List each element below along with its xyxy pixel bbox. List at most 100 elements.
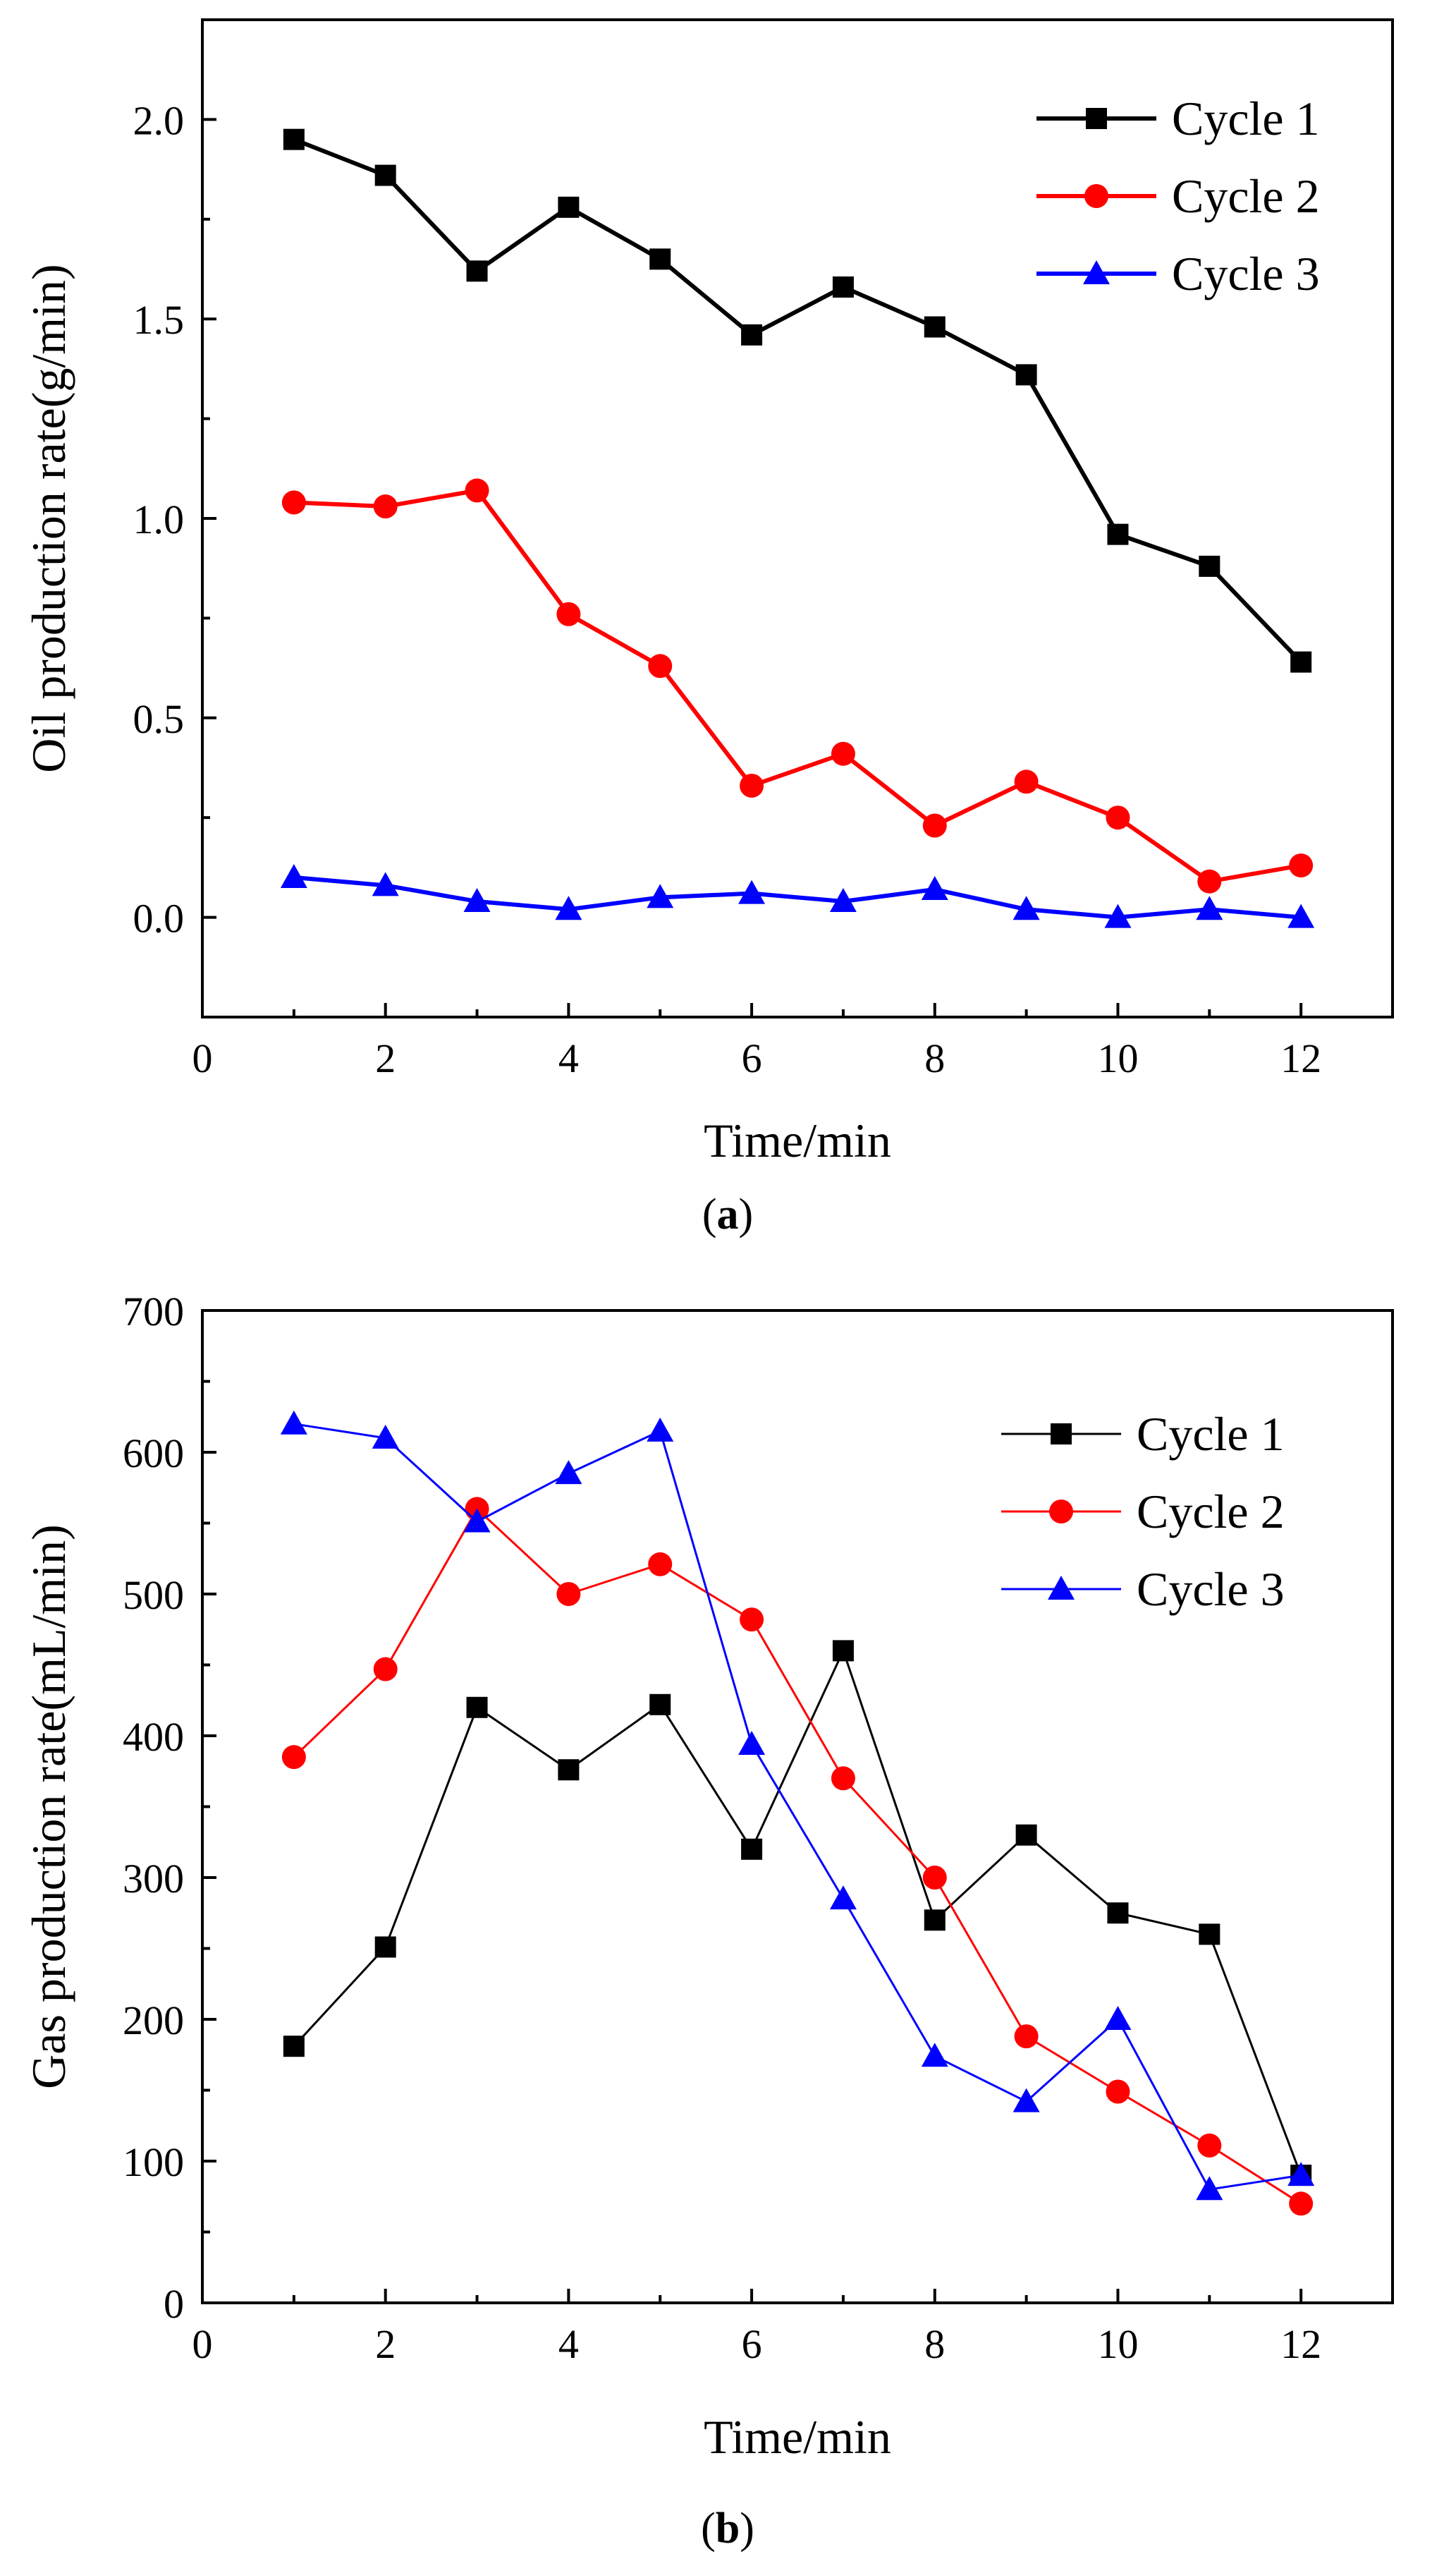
data-point — [738, 1731, 766, 1756]
chart-b-series-cycle-3-line — [293, 1423, 1302, 2191]
data-point — [1197, 869, 1222, 894]
data-point — [1287, 904, 1315, 928]
chart-b-legend-entry: Cycle 2 — [1001, 1485, 1285, 1538]
data-point — [558, 196, 580, 218]
data-point — [374, 164, 396, 186]
chart-a-series-cycle-3-line — [293, 875, 1302, 920]
legend-marker — [1051, 1423, 1072, 1444]
data-point — [1013, 2088, 1040, 2112]
y-tick-label: 400 — [123, 1714, 184, 1760]
chart-b-legend-entry: Cycle 1 — [1001, 1407, 1285, 1461]
x-tick-label: 2 — [375, 1035, 396, 1081]
data-point — [740, 1607, 764, 1632]
data-point — [1014, 2024, 1039, 2049]
data-point — [373, 1657, 398, 1681]
legend-marker — [1086, 108, 1107, 129]
x-tick-label: 10 — [1097, 2321, 1138, 2367]
data-point — [829, 1885, 857, 1910]
legend-label: Cycle 1 — [1172, 92, 1320, 145]
data-point — [648, 1552, 673, 1576]
chart-b-y-ticks: 0 100 200 300 400 500 600 700 — [123, 1289, 216, 2327]
data-point — [1015, 1824, 1037, 1846]
chart-a-series-cycle-1-line — [293, 137, 1303, 664]
data-point — [1199, 1923, 1221, 1945]
chart-a-caption: (a) — [702, 1191, 753, 1239]
data-point — [1107, 1902, 1129, 1924]
y-tick-label: 0 — [164, 2281, 184, 2327]
data-point — [832, 276, 854, 298]
data-point — [558, 1759, 580, 1781]
data-point — [372, 1424, 399, 1449]
data-point — [924, 1909, 946, 1931]
data-point — [921, 876, 948, 901]
chart-b-series-cycle-2-line — [293, 1507, 1302, 2205]
data-point — [1196, 896, 1223, 920]
chart-b-legend-entry: Cycle 3 — [1001, 1562, 1285, 1616]
data-point — [832, 1640, 854, 1662]
data-point — [1013, 896, 1040, 920]
data-point — [1106, 805, 1130, 830]
data-point — [1199, 555, 1221, 577]
data-point — [465, 478, 489, 503]
data-point — [1289, 853, 1314, 878]
data-point — [1104, 904, 1132, 928]
data-point — [373, 494, 398, 519]
data-point — [831, 741, 855, 766]
data-point — [463, 1508, 491, 1533]
x-tick-label: 4 — [558, 1035, 579, 1081]
data-point — [1107, 523, 1129, 545]
legend-label: Cycle 3 — [1137, 1562, 1285, 1616]
legend-marker — [1048, 1576, 1075, 1600]
y-tick-label: 500 — [123, 1572, 184, 1618]
data-point — [922, 1866, 947, 1890]
gas-production-chart: 0 2 4 6 8 10 12 0 100 200 300 400 500 600 700 Time/min G… — [22, 1289, 1394, 2553]
y-tick-label: 1.0 — [133, 497, 185, 542]
chart-a-series-cycle-3 — [280, 864, 1315, 928]
x-tick-label: 0 — [192, 1035, 213, 1081]
x-tick-label: 12 — [1280, 2321, 1321, 2367]
chart-a-x-axis-title: Time/min — [704, 1114, 891, 1167]
chart-b-x-ticks: 0 2 4 6 8 10 12 — [192, 2289, 1321, 2367]
data-point — [463, 887, 491, 912]
chart-b-series-cycle-1 — [283, 1640, 1312, 2186]
y-tick-label: 1.5 — [133, 297, 185, 343]
data-point — [556, 1582, 581, 1606]
chart-a-series-cycle-2-line — [293, 488, 1302, 884]
data-point — [555, 1460, 582, 1485]
data-point — [1104, 2006, 1132, 2030]
data-point — [648, 654, 673, 679]
data-point — [1287, 2162, 1315, 2186]
legend-label: Cycle 1 — [1137, 1407, 1285, 1461]
legend-marker — [1084, 184, 1108, 208]
y-tick-label: 600 — [123, 1430, 184, 1476]
chart-b-series-cycle-2 — [281, 1497, 1314, 2216]
data-point — [922, 813, 947, 838]
y-tick-label: 700 — [123, 1289, 184, 1334]
chart-a-legend-entry: Cycle 3 — [1036, 247, 1320, 300]
data-point — [1015, 364, 1037, 386]
data-point — [647, 1417, 674, 1442]
chart-a-y-axis-title: Oil production rate(g/min) — [22, 264, 75, 772]
data-point — [281, 1745, 306, 1770]
data-point — [831, 1766, 855, 1791]
data-point — [466, 1696, 488, 1718]
data-point — [1196, 2176, 1223, 2201]
x-tick-label: 12 — [1280, 1035, 1321, 1081]
data-point — [647, 884, 674, 908]
data-point — [556, 602, 581, 626]
chart-b-x-axis-title: Time/min — [704, 2410, 891, 2464]
data-point — [1106, 2079, 1130, 2104]
chart-a-legend-entry: Cycle 2 — [1036, 169, 1320, 223]
x-tick-label: 2 — [375, 2321, 396, 2367]
x-tick-label: 8 — [924, 1035, 945, 1081]
chart-b-caption: (b) — [701, 2505, 754, 2553]
chart-a-y-ticks: 0.0 0.5 1.0 1.5 2.0 — [133, 18, 216, 1018]
data-point — [281, 490, 306, 515]
chart-a-series-cycle-1 — [283, 128, 1312, 673]
data-point — [1290, 651, 1312, 673]
y-tick-label: 300 — [123, 1856, 184, 1902]
legend-marker — [1083, 260, 1110, 284]
data-point — [741, 324, 763, 346]
chart-b-caption-letter: b — [716, 2505, 740, 2553]
